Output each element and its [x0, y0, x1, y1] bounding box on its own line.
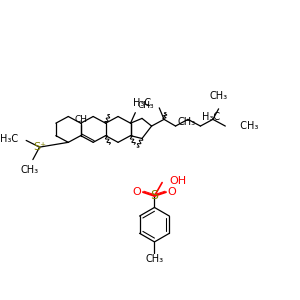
Text: OH: OH [170, 176, 187, 186]
Text: CH: CH [74, 115, 87, 124]
Text: CH₃: CH₃ [210, 91, 228, 101]
Text: CH₃: CH₃ [21, 165, 39, 175]
Text: S: S [151, 190, 158, 202]
Text: H₃C: H₃C [0, 134, 19, 143]
Text: H₃C: H₃C [202, 112, 220, 122]
Text: CH₃: CH₃ [234, 121, 258, 131]
Text: CH₃: CH₃ [146, 254, 164, 264]
Text: O: O [133, 187, 142, 197]
Text: S⁺: S⁺ [33, 142, 46, 152]
Text: CH₃: CH₃ [137, 101, 154, 110]
Text: CH₃: CH₃ [177, 117, 196, 127]
Text: O: O [167, 187, 176, 197]
Text: H₃C: H₃C [133, 98, 151, 108]
